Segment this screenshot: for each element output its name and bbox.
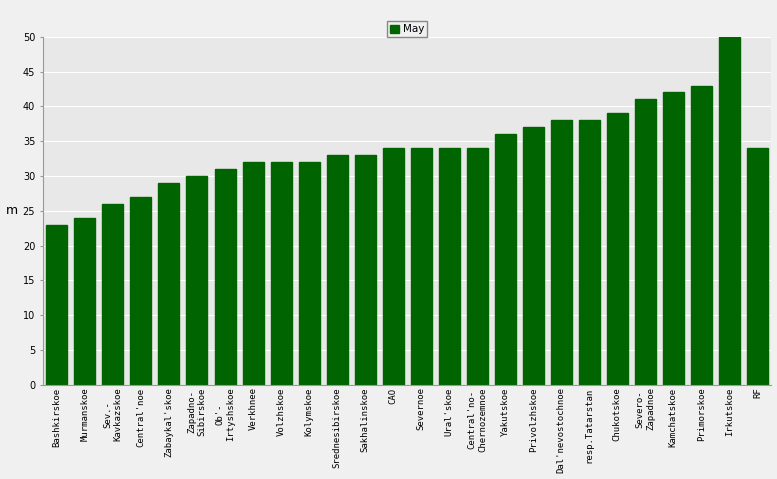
Bar <box>607 114 628 385</box>
Bar <box>242 162 263 385</box>
Bar <box>75 218 96 385</box>
Bar <box>411 148 432 385</box>
Y-axis label: m: m <box>5 204 18 217</box>
Bar <box>467 148 488 385</box>
Bar <box>354 155 375 385</box>
Bar <box>298 162 319 385</box>
Bar <box>747 148 768 385</box>
Bar <box>382 148 404 385</box>
Bar <box>47 225 68 385</box>
Bar <box>103 204 124 385</box>
Bar <box>159 183 179 385</box>
Bar <box>214 169 235 385</box>
Bar <box>326 155 347 385</box>
Bar <box>663 92 684 385</box>
Bar <box>635 100 656 385</box>
Bar <box>523 127 544 385</box>
Bar <box>270 162 291 385</box>
Bar <box>551 120 572 385</box>
Bar <box>186 176 207 385</box>
Legend: May: May <box>387 21 427 37</box>
Bar <box>691 86 712 385</box>
Bar <box>131 197 152 385</box>
Bar <box>719 37 740 385</box>
Bar <box>439 148 460 385</box>
Bar <box>579 120 600 385</box>
Bar <box>495 134 516 385</box>
